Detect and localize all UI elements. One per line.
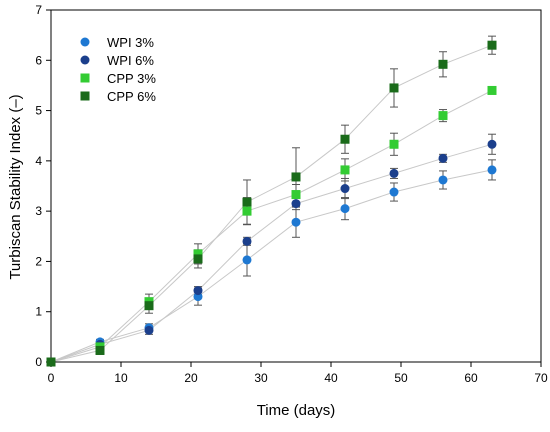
data-point: [46, 357, 56, 367]
series-line: [50, 169, 493, 363]
x-tick-label: 40: [324, 371, 338, 385]
x-tick-label: 60: [464, 371, 478, 385]
data-point: [438, 59, 448, 69]
data-point: [389, 168, 399, 178]
data-point: [487, 40, 497, 50]
data-point: [340, 165, 350, 175]
data-point: [193, 254, 203, 264]
data-point: [487, 139, 497, 149]
legend-entry: CPP 6%: [80, 89, 156, 104]
data-point: [242, 255, 252, 265]
data-point: [340, 184, 350, 194]
series-line: [50, 143, 493, 363]
data-point: [144, 301, 154, 311]
data-point: [487, 85, 497, 95]
y-tick-label: 0: [35, 355, 42, 369]
data-point: [242, 236, 252, 246]
plot-frame: [50, 9, 542, 363]
legend-label: CPP 3%: [107, 71, 156, 86]
data-point: [193, 249, 203, 259]
legend-entry: WPI 3%: [80, 35, 154, 50]
data-point: [242, 197, 252, 207]
y-tick-label: 5: [35, 104, 42, 118]
data-point: [438, 153, 448, 163]
x-tick-label: 30: [254, 371, 268, 385]
data-point: [242, 206, 252, 216]
legend-entry: CPP 3%: [80, 71, 156, 86]
legend-marker: [80, 37, 90, 47]
legend: WPI 3% WPI 6% CPP 3% CPP 6%: [80, 35, 156, 104]
series-line: [50, 90, 493, 363]
data-point: [291, 217, 301, 227]
data-point: [389, 83, 399, 93]
series-lines: [50, 44, 493, 363]
y-tick-label: 4: [35, 154, 42, 168]
axes: 0 10 20 30 40 50 60 70 0 1 2 3 4 5 6 7: [35, 3, 548, 385]
y-tick-label: 2: [35, 254, 42, 268]
legend-label: WPI 3%: [107, 35, 154, 50]
x-tick-label: 70: [534, 371, 548, 385]
x-tick-label: 0: [48, 371, 55, 385]
data-point: [291, 190, 301, 200]
y-axis-label: Turbiscan Stability Index (–): [7, 94, 24, 279]
legend-label: CPP 6%: [107, 89, 156, 104]
x-tick-label: 10: [114, 371, 128, 385]
data-point: [438, 111, 448, 121]
data-point: [340, 134, 350, 144]
data-point: [487, 165, 497, 175]
legend-entry: WPI 6%: [80, 53, 154, 68]
y-tick-label: 3: [35, 204, 42, 218]
series-line: [50, 44, 493, 363]
y-tick-label: 6: [35, 53, 42, 67]
x-tick-label: 50: [394, 371, 408, 385]
data-point: [193, 286, 203, 296]
legend-marker: [80, 91, 90, 101]
x-tick-label: 20: [184, 371, 198, 385]
data-point: [144, 325, 154, 335]
y-tick-label: 7: [35, 3, 42, 17]
data-point: [340, 204, 350, 214]
data-point: [95, 345, 105, 355]
data-point: [438, 175, 448, 185]
data-point: [291, 199, 301, 209]
y-tick-label: 1: [35, 305, 42, 319]
data-point: [291, 172, 301, 182]
data-point: [389, 139, 399, 149]
x-axis-label: Time (days): [257, 402, 336, 419]
data-points: [46, 40, 497, 367]
legend-marker: [80, 73, 90, 83]
legend-label: WPI 6%: [107, 53, 154, 68]
legend-marker: [80, 55, 90, 65]
data-point: [389, 187, 399, 197]
